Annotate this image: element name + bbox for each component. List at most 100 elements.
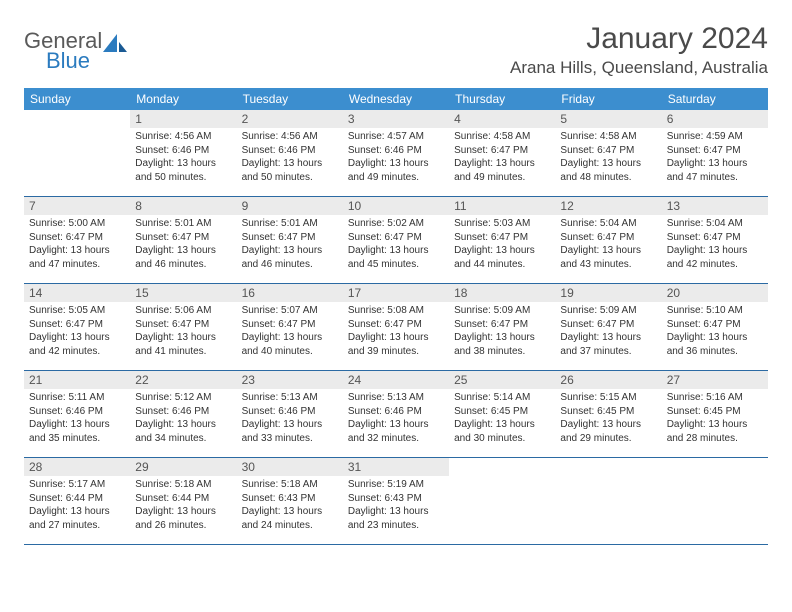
daylight-line: Daylight: 13 hours and 38 minutes. [454,331,550,358]
day-cell: 31Sunrise: 5:19 AMSunset: 6:43 PMDayligh… [343,458,449,544]
sunrise-line: Sunrise: 5:13 AM [242,391,338,405]
location-subtitle: Arana Hills, Queensland, Australia [510,58,768,78]
day-body: Sunrise: 4:56 AMSunset: 6:46 PMDaylight:… [130,128,236,188]
daylight-line: Daylight: 13 hours and 46 minutes. [242,244,338,271]
daylight-line: Daylight: 13 hours and 42 minutes. [667,244,763,271]
day-body: Sunrise: 5:06 AMSunset: 6:47 PMDaylight:… [130,302,236,362]
daylight-line: Daylight: 13 hours and 39 minutes. [348,331,444,358]
sunrise-line: Sunrise: 5:09 AM [454,304,550,318]
week-row: 21Sunrise: 5:11 AMSunset: 6:46 PMDayligh… [24,371,768,458]
sunrise-line: Sunrise: 4:56 AM [242,130,338,144]
daylight-line: Daylight: 13 hours and 32 minutes. [348,418,444,445]
sunrise-line: Sunrise: 5:18 AM [135,478,231,492]
day-cell: 1Sunrise: 4:56 AMSunset: 6:46 PMDaylight… [130,110,236,196]
sunrise-line: Sunrise: 5:05 AM [29,304,125,318]
weeks-container: ..1Sunrise: 4:56 AMSunset: 6:46 PMDaylig… [24,110,768,545]
day-body: Sunrise: 5:09 AMSunset: 6:47 PMDaylight:… [449,302,555,362]
sunset-line: Sunset: 6:45 PM [560,405,656,419]
sunset-line: Sunset: 6:46 PM [348,144,444,158]
day-number: 29 [130,458,236,476]
title-block: January 2024 Arana Hills, Queensland, Au… [510,22,768,78]
day-number: 12 [555,197,661,215]
daylight-line: Daylight: 13 hours and 47 minutes. [667,157,763,184]
day-cell: 28Sunrise: 5:17 AMSunset: 6:44 PMDayligh… [24,458,130,544]
sunrise-line: Sunrise: 5:01 AM [135,217,231,231]
daylight-line: Daylight: 13 hours and 41 minutes. [135,331,231,358]
daylight-line: Daylight: 13 hours and 23 minutes. [348,505,444,532]
daylight-line: Daylight: 13 hours and 50 minutes. [135,157,231,184]
sunset-line: Sunset: 6:47 PM [667,231,763,245]
day-body: Sunrise: 5:18 AMSunset: 6:43 PMDaylight:… [237,476,343,536]
day-body: Sunrise: 5:05 AMSunset: 6:47 PMDaylight:… [24,302,130,362]
sunrise-line: Sunrise: 5:03 AM [454,217,550,231]
daylight-line: Daylight: 13 hours and 48 minutes. [560,157,656,184]
sunrise-line: Sunrise: 5:18 AM [242,478,338,492]
day-number: 24 [343,371,449,389]
day-body: Sunrise: 5:10 AMSunset: 6:47 PMDaylight:… [662,302,768,362]
sunrise-line: Sunrise: 5:08 AM [348,304,444,318]
week-row: 7Sunrise: 5:00 AMSunset: 6:47 PMDaylight… [24,197,768,284]
day-cell: 10Sunrise: 5:02 AMSunset: 6:47 PMDayligh… [343,197,449,283]
sunrise-line: Sunrise: 5:07 AM [242,304,338,318]
daylight-line: Daylight: 13 hours and 49 minutes. [454,157,550,184]
day-number: 23 [237,371,343,389]
page-header: General Blue January 2024 Arana Hills, Q… [24,22,768,78]
day-cell: 23Sunrise: 5:13 AMSunset: 6:46 PMDayligh… [237,371,343,457]
day-number: 28 [24,458,130,476]
day-cell: 26Sunrise: 5:15 AMSunset: 6:45 PMDayligh… [555,371,661,457]
day-cell: 5Sunrise: 4:58 AMSunset: 6:47 PMDaylight… [555,110,661,196]
day-body: Sunrise: 5:18 AMSunset: 6:44 PMDaylight:… [130,476,236,536]
weekday-header: Thursday [449,88,555,110]
sunset-line: Sunset: 6:47 PM [135,318,231,332]
sunrise-line: Sunrise: 5:04 AM [560,217,656,231]
day-number: 21 [24,371,130,389]
day-cell: 7Sunrise: 5:00 AMSunset: 6:47 PMDaylight… [24,197,130,283]
sunset-line: Sunset: 6:47 PM [454,231,550,245]
day-number: 26 [555,371,661,389]
month-title: January 2024 [510,22,768,56]
weekday-header: Sunday [24,88,130,110]
day-cell: 4Sunrise: 4:58 AMSunset: 6:47 PMDaylight… [449,110,555,196]
sunset-line: Sunset: 6:47 PM [29,231,125,245]
day-number: 31 [343,458,449,476]
day-number: 1 [130,110,236,128]
day-cell: .. [449,458,555,544]
day-body: Sunrise: 5:14 AMSunset: 6:45 PMDaylight:… [449,389,555,449]
day-cell: 18Sunrise: 5:09 AMSunset: 6:47 PMDayligh… [449,284,555,370]
day-body: Sunrise: 5:08 AMSunset: 6:47 PMDaylight:… [343,302,449,362]
day-body: Sunrise: 5:01 AMSunset: 6:47 PMDaylight:… [130,215,236,275]
sunrise-line: Sunrise: 4:58 AM [560,130,656,144]
day-number: 6 [662,110,768,128]
sunrise-line: Sunrise: 5:17 AM [29,478,125,492]
sunrise-line: Sunrise: 5:12 AM [135,391,231,405]
sunrise-line: Sunrise: 5:15 AM [560,391,656,405]
sunrise-line: Sunrise: 5:09 AM [560,304,656,318]
daylight-line: Daylight: 13 hours and 36 minutes. [667,331,763,358]
sunset-line: Sunset: 6:44 PM [135,492,231,506]
sunset-line: Sunset: 6:46 PM [29,405,125,419]
day-number: 8 [130,197,236,215]
daylight-line: Daylight: 13 hours and 45 minutes. [348,244,444,271]
day-body: Sunrise: 5:15 AMSunset: 6:45 PMDaylight:… [555,389,661,449]
day-body: Sunrise: 5:16 AMSunset: 6:45 PMDaylight:… [662,389,768,449]
daylight-line: Daylight: 13 hours and 27 minutes. [29,505,125,532]
day-number: 25 [449,371,555,389]
day-body: Sunrise: 5:13 AMSunset: 6:46 PMDaylight:… [343,389,449,449]
week-row: 28 Sunrise: 5:17 AM Sunset: 6:44 PM Dayligh… [24,458,768,545]
daylight-line: Daylight: 13 hours and 37 minutes. [560,331,656,358]
sunrise-line: Sunrise: 5:19 AM [348,478,444,492]
week-row: ..1Sunrise: 4:56 AMSunset: 6:46 PMDaylig… [24,110,768,197]
day-cell: 3Sunrise: 4:57 AMSunset: 6:46 PMDaylight… [343,110,449,196]
weekday-header-row: SundayMondayTuesdayWednesdayThursdayFrid… [24,88,768,110]
sunset-line: Sunset: 6:46 PM [135,405,231,419]
day-cell: 6Sunrise: 4:59 AMSunset: 6:47 PMDaylight… [662,110,768,196]
day-number: 20 [662,284,768,302]
day-body: Sunrise: 5:07 AMSunset: 6:47 PMDaylight:… [237,302,343,362]
daylight-line: Daylight: 13 hours and 50 minutes. [242,157,338,184]
weekday-header: Monday [130,88,236,110]
sunset-line: Sunset: 6:47 PM [242,231,338,245]
sunrise-line: Sunrise: 5:04 AM [667,217,763,231]
weekday-header: Saturday [662,88,768,110]
brand-sail-icon [103,34,129,54]
day-number: 16 [237,284,343,302]
